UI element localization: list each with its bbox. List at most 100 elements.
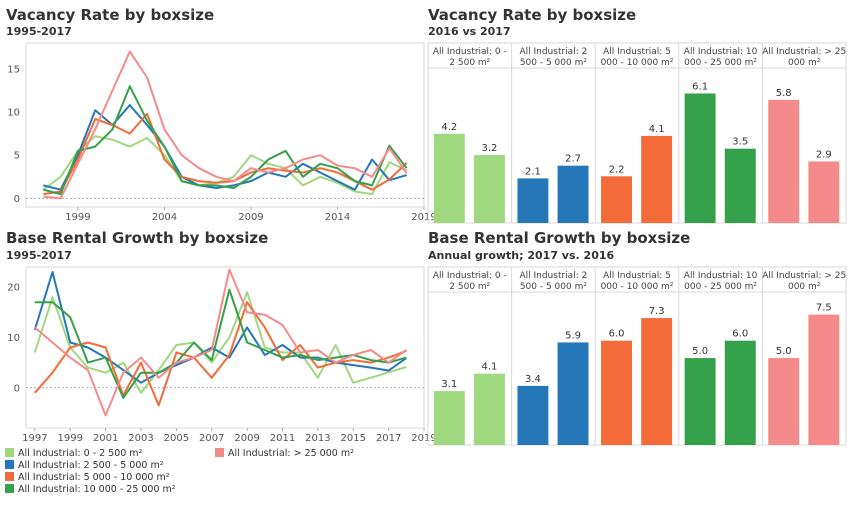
vacancy-line-series-line bbox=[43, 85, 408, 196]
rental-bar-bar-label: 3.1 bbox=[441, 379, 457, 390]
rental-bar-group-header: 2 500 m² bbox=[449, 282, 490, 292]
rental-bar-group-header: All Industrial: 10 bbox=[684, 271, 758, 281]
vacancy-bar-group-header: 000 - 10 000 m² bbox=[601, 58, 674, 68]
vacancy-bar-bar bbox=[808, 161, 840, 223]
rental-line-title: Base Rental Growth by boxsize bbox=[6, 229, 269, 247]
rental-line-x-tick: 2011 bbox=[270, 433, 295, 444]
vacancy-bar-group-header: 000 - 25 000 m² bbox=[684, 58, 757, 68]
rental-line-x-tick: 1999 bbox=[57, 433, 82, 444]
legend-item[interactable]: All Industrial: 0 - 2 500 m² bbox=[5, 448, 142, 459]
vacancy-line-y-tick: 10 bbox=[7, 108, 20, 119]
rental-line-x-tick: 2001 bbox=[93, 433, 118, 444]
rental-line-x-tick: 2009 bbox=[234, 433, 259, 444]
vacancy-bar-group-header: All Industrial: 2 bbox=[519, 47, 587, 57]
rental-line-x-tick: 2015 bbox=[341, 433, 366, 444]
vacancy-bar-bar-label: 4.2 bbox=[441, 122, 457, 133]
legend-item[interactable]: All Industrial: > 25 000 m² bbox=[215, 448, 354, 459]
rental-line-y-tick: 0 bbox=[14, 383, 20, 394]
rental-bar-bar bbox=[557, 342, 589, 445]
rental-bar-group-header: 500 - 5 000 m² bbox=[520, 282, 588, 292]
vacancy-bar-header-band bbox=[427, 42, 847, 69]
rental-bar-bar bbox=[641, 318, 673, 445]
rental-line-series-line bbox=[33, 271, 407, 384]
rental-bar-bar-label: 3.4 bbox=[525, 374, 541, 385]
vacancy-bar-subtitle: 2016 vs 2017 bbox=[428, 25, 511, 38]
legend-swatch bbox=[215, 448, 224, 457]
legend-swatch bbox=[5, 448, 14, 457]
rental-bar-group-header: All Industrial: 0 - bbox=[433, 271, 507, 281]
vacancy-bar-bar bbox=[433, 133, 465, 223]
vacancy-bar-bar-label: 4.1 bbox=[649, 124, 665, 135]
vacancy-line-title: Vacancy Rate by boxsize bbox=[6, 6, 215, 24]
vacancy-bar-group-header: All Industrial: > 25 bbox=[762, 47, 846, 57]
vacancy-bar-bar bbox=[724, 148, 756, 223]
legend-label: All Industrial: 0 - 2 500 m² bbox=[18, 448, 143, 459]
legend-item[interactable]: All Industrial: 5 000 - 10 000 m² bbox=[5, 472, 170, 483]
legend-swatch bbox=[5, 472, 14, 481]
vacancy-line-y-tick: 15 bbox=[7, 64, 20, 75]
rental-bar-bar-label: 7.5 bbox=[816, 303, 832, 314]
vacancy-line-frame bbox=[25, 42, 425, 208]
rental-line-subtitle: 1995-2017 bbox=[6, 249, 72, 262]
rental-line-x-tick: 2013 bbox=[305, 433, 330, 444]
vacancy-bar-bar bbox=[768, 99, 800, 223]
vacancy-line-x-tick: 2004 bbox=[152, 212, 177, 223]
legend-item[interactable]: All Industrial: 2 500 - 5 000 m² bbox=[5, 460, 164, 471]
rental-bar-group-header: 000 - 10 000 m² bbox=[601, 282, 674, 292]
vacancy-line-series-line bbox=[43, 104, 407, 191]
vacancy-bar-bar-label: 6.1 bbox=[692, 81, 708, 92]
rental-bar-group-header: All Industrial: > 25 bbox=[762, 271, 846, 281]
rental-bar-bar bbox=[473, 373, 505, 445]
vacancy-bar-group-header: All Industrial: 5 bbox=[603, 47, 671, 57]
legend-label: All Industrial: 5 000 - 10 000 m² bbox=[18, 472, 170, 483]
rental-bar-bar-label: 5.0 bbox=[692, 346, 708, 357]
vacancy-line-series-line bbox=[43, 112, 408, 196]
vacancy-line-subtitle: 1995-2017 bbox=[6, 25, 72, 38]
rental-bar-frame bbox=[427, 291, 847, 446]
rental-line-frame bbox=[25, 266, 425, 429]
legend-swatch bbox=[5, 484, 14, 493]
vacancy-line-x-tick: 2009 bbox=[238, 212, 263, 223]
vacancy-bar-group-header: All Industrial: 10 bbox=[684, 47, 758, 57]
vacancy-line-x-tick: 2014 bbox=[325, 212, 350, 223]
vacancy-bar-bar bbox=[557, 165, 589, 223]
rental-bar-group-header: 000 - 25 000 m² bbox=[684, 282, 757, 292]
rental-bar-subtitle: Annual growth; 2017 vs. 2016 bbox=[428, 249, 615, 262]
rental-bar-bar-label: 5.9 bbox=[565, 330, 581, 341]
legend-item[interactable]: All Industrial: 10 000 - 25 000 m² bbox=[5, 484, 176, 495]
rental-bar-group-header: 000 m² bbox=[788, 282, 821, 292]
vacancy-bar-bar-label: 3.5 bbox=[732, 137, 748, 148]
rental-bar-bar-label: 7.3 bbox=[649, 306, 665, 317]
legend-swatch bbox=[5, 460, 14, 469]
rental-bar-bar bbox=[517, 385, 549, 445]
vacancy-line-x-tick: 1999 bbox=[65, 212, 90, 223]
rental-bar-bar-label: 5.0 bbox=[776, 346, 792, 357]
rental-bar-bar bbox=[768, 358, 800, 445]
legend-label: All Industrial: > 25 000 m² bbox=[228, 448, 354, 459]
rental-bar-bar-label: 6.0 bbox=[609, 329, 625, 340]
rental-line-series-line bbox=[34, 288, 407, 399]
rental-line-x-tick: 2003 bbox=[128, 433, 153, 444]
legend: All Industrial: 0 - 2 500 m² All Industr… bbox=[5, 448, 425, 506]
vacancy-bar-group-header: 000 m² bbox=[788, 58, 821, 68]
rental-bar-bar-label: 6.0 bbox=[732, 329, 748, 340]
rental-bar-bar-label: 4.1 bbox=[481, 362, 497, 373]
vacancy-bar-bar bbox=[473, 155, 505, 223]
rental-line-x-tick: 2007 bbox=[199, 433, 224, 444]
vacancy-bar-frame bbox=[427, 67, 847, 224]
vacancy-bar-group-header: All Industrial: 0 - bbox=[433, 47, 507, 57]
rental-line-series-line bbox=[34, 268, 407, 417]
vacancy-bar-bar-label: 3.2 bbox=[481, 143, 497, 154]
legend-label: All Industrial: 2 500 - 5 000 m² bbox=[18, 460, 164, 471]
vacancy-line-series-line bbox=[43, 50, 408, 200]
rental-bar-title: Base Rental Growth by boxsize bbox=[428, 229, 691, 247]
vacancy-bar-bar bbox=[684, 93, 716, 223]
vacancy-line-y-tick: 5 bbox=[14, 151, 20, 162]
vacancy-bar-bar-label: 2.1 bbox=[525, 166, 541, 177]
rental-line-y-tick: 10 bbox=[7, 333, 20, 344]
rental-bar-group-header: All Industrial: 5 bbox=[603, 271, 671, 281]
rental-line-x-tick: 1997 bbox=[22, 433, 47, 444]
rental-line-series-line bbox=[34, 301, 407, 407]
rental-line-y-tick: 20 bbox=[7, 283, 20, 294]
